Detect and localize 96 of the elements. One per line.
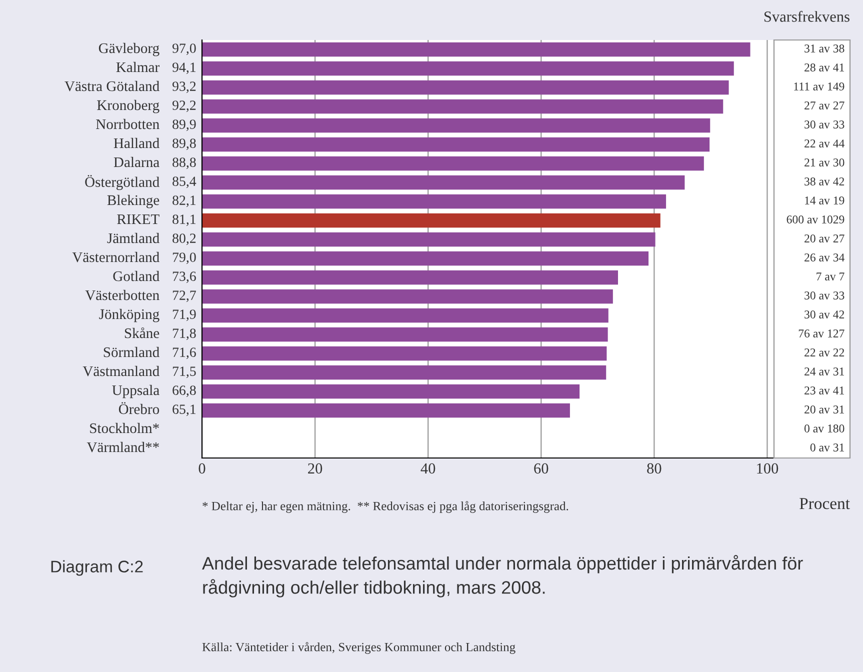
text: 7 av 7 [816,272,844,280]
bar [202,118,710,133]
text: 111 av 149 [794,82,844,90]
bar [202,346,607,361]
data-label: 79,0 [172,252,196,264]
data-label: 92,2 [172,100,196,112]
y-tick-label: Uppsala [112,384,160,398]
y-tick-label: Gotland [113,270,160,282]
y-tick-label: Östergötland [85,175,160,190]
text: Diagram C:2 [51,560,143,576]
bar [202,251,649,266]
bar [202,175,685,190]
y-tick-label: Skåne [124,327,160,338]
data-label: 65,1 [172,404,196,416]
data-label: 71,8 [172,328,196,340]
x-tick-label: 80 [647,463,662,474]
data-label: 71,5 [172,366,196,378]
data-label: 66,8 [172,386,196,397]
data-label: 88,8 [172,158,196,169]
data-label: 71,9 [172,310,196,321]
y-tick-label: Västra Götaland [64,80,160,92]
data-label: 97,0 [172,44,196,55]
y-tick-label: Kalmar [116,62,160,72]
y-tick-label: Jönköping [99,308,160,322]
data-label: 89,9 [172,120,196,131]
data-label: 71,6 [172,348,196,359]
x-axis-title: Procent [800,498,850,510]
text: Källa: Väntetider i vården, Sveriges Kommuner och Landsting [202,642,516,654]
y-tick-label: Värmland** [86,442,159,452]
bar [202,61,734,76]
text: Svarsfrekvens [764,10,850,22]
bar [202,308,608,323]
text: 30 av 42 [804,310,844,318]
bar [202,99,724,114]
text: 23 av 41 [804,386,844,394]
data-label: 93,2 [172,82,196,93]
data-label: 81,1 [172,214,196,226]
y-tick-label: Kronoberg [97,100,160,114]
text: 26 av 34 [804,254,844,262]
y-tick-label: Gävleborg [98,42,160,56]
data-label: 85,4 [172,176,196,188]
text: 21 av 30 [804,158,844,166]
y-tick-label: Blekinge [107,194,160,208]
bar [202,80,729,95]
text: 38 av 42 [804,177,844,186]
text: 27 av 27 [804,102,844,110]
text: 22 av 44 [804,140,844,148]
bar [202,289,613,304]
y-tick-label: Sörmland [104,346,160,358]
y-tick-label: Halland [114,138,160,148]
y-tick-label: Västerbotten [85,290,160,300]
y-tick-label: Norrbotten [96,118,160,130]
y-tick-label: Jämtland [107,232,160,244]
data-label: 80,2 [172,234,196,245]
data-label: 73,6 [172,272,196,283]
text: 14 av 19 [805,196,844,204]
x-tick-label: 100 [757,463,778,474]
y-tick-label: Västmanland [82,366,160,376]
text: 20 av 27 [804,234,844,242]
y-tick-label: Dalarna [114,156,160,168]
text: 24 av 31 [804,368,844,376]
bar [202,270,618,285]
text: 0 av 31 [810,443,844,452]
text: 0 av 180 [804,424,844,432]
bar [202,42,750,57]
data-label: 89,8 [172,138,196,150]
y-tick-label: RIKET [117,214,160,224]
text: 28 av 41 [804,63,844,72]
bar [202,156,704,171]
bar [202,384,580,399]
text: 30 av 33 [804,291,844,300]
x-tick-label: 0 [198,463,206,474]
bar [202,232,656,247]
text: 600 av 1029 [786,215,844,224]
text: * Deltar ej, har egen mätning. ** Redovisas ej pga låg datoriseringsgrad. [202,501,568,513]
bar [202,327,608,342]
x-tick-label: 60 [534,463,548,474]
data-label: 82,1 [172,196,196,207]
y-tick-label: Stockholm* [90,422,159,434]
text: 22 av 22 [804,348,844,356]
x-tick-label: 20 [308,463,322,474]
bar [202,365,606,380]
text: 76 av 127 [798,330,844,338]
text: 20 av 31 [804,405,844,414]
y-tick-label: Örebro [118,402,160,414]
data-label: 94,1 [172,62,196,74]
data-label: 72,7 [172,290,196,302]
bar [202,137,710,152]
y-tick-label: Västernorrland [72,252,160,262]
bar [202,403,570,418]
text: 30 av 33 [804,120,844,128]
x-tick-label: 40 [420,463,436,474]
text: 31 av 38 [804,44,844,52]
bar [202,194,666,209]
text: Andel besvarade telefonsamtal under normala öppettider i primärvården för rådgivning och/eller tidbokning, mars 2008. [202,555,803,598]
bar [202,213,660,228]
